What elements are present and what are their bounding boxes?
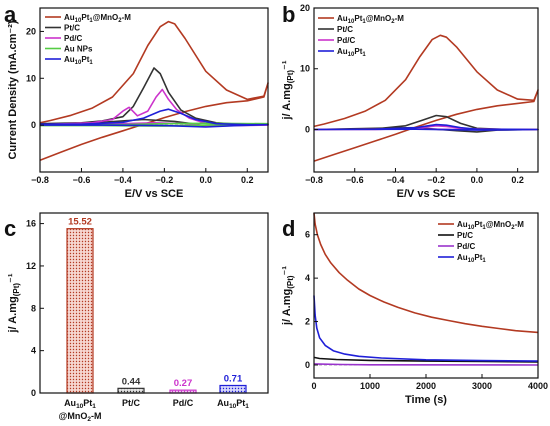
x-tick-label: −0.4 bbox=[387, 175, 405, 185]
x-tick-label: 3000 bbox=[472, 381, 492, 391]
category-label: Pd/C bbox=[173, 398, 194, 408]
bar bbox=[66, 228, 94, 394]
y-tick-label: 10 bbox=[26, 73, 36, 83]
panel-letter: d bbox=[282, 216, 295, 241]
bar-value-label: 0.44 bbox=[122, 376, 141, 387]
plot-frame bbox=[39, 212, 269, 394]
panel-b: −0.8 −0.6 −0.4 −0.2 0.0 0.2 0 10 20 E/V vs SCE j/ … bbox=[281, 2, 539, 200]
x-tick-label: −0.8 bbox=[31, 175, 49, 185]
panel-c: 15.52Au10Pt1@MnO2-M0.44Pt/C0.27Pd/C0.71A… bbox=[4, 212, 269, 423]
y-tick-label: 0 bbox=[305, 124, 310, 134]
y-tick-label: 12 bbox=[26, 261, 36, 271]
panel-d: 0 1000 2000 3000 4000 0 2 4 6 Time (s) j/ A.mg(Pt)… bbox=[281, 212, 548, 406]
y-axis-label: j/ A.mg(Pt)⁻¹ bbox=[281, 266, 295, 326]
bar-value-label: 0.71 bbox=[224, 373, 243, 384]
series-line-2 bbox=[39, 88, 269, 127]
bar bbox=[117, 387, 145, 394]
legend-label: Pt/C bbox=[337, 25, 353, 34]
legend-label: Pd/C bbox=[457, 242, 475, 251]
legend-label: Pd/C bbox=[64, 34, 82, 43]
x-tick-label: 0.2 bbox=[241, 175, 254, 185]
legend-label: Au10Pt1 bbox=[337, 47, 366, 58]
series-line-0 bbox=[39, 20, 269, 162]
x-tick-label: −0.4 bbox=[114, 175, 132, 185]
y-axis-label: Current Density (mA.cm⁻²) bbox=[7, 20, 19, 159]
y-tick-label: 8 bbox=[31, 303, 36, 313]
legend-label: Au10Pt1@MnO2-M bbox=[337, 14, 404, 25]
x-tick-label: 4000 bbox=[528, 381, 548, 391]
category-label: Au10Pt1 bbox=[64, 398, 96, 410]
y-tick-label: 2 bbox=[305, 317, 310, 327]
x-axis-label: E/V vs SCE bbox=[125, 188, 184, 200]
category-label: Pt/C bbox=[122, 398, 141, 408]
series-line-3 bbox=[313, 295, 539, 362]
series-line-0 bbox=[313, 34, 539, 162]
series-line-3 bbox=[313, 123, 539, 131]
x-tick-label: 0.0 bbox=[200, 175, 213, 185]
x-tick-label: 0 bbox=[311, 381, 316, 391]
y-tick-label: 0 bbox=[31, 120, 36, 130]
legend-label: Pt/C bbox=[457, 231, 473, 240]
x-tick-label: 1000 bbox=[360, 381, 380, 391]
plot-frame bbox=[313, 212, 539, 379]
panel-letter: c bbox=[4, 216, 16, 241]
x-axis-label: Time (s) bbox=[405, 394, 447, 406]
y-tick-label: 4 bbox=[31, 346, 36, 356]
x-tick-label: −0.6 bbox=[346, 175, 364, 185]
x-tick-label: −0.6 bbox=[73, 175, 91, 185]
category-label-line2: @MnO2-M bbox=[59, 411, 102, 423]
y-tick-label: 20 bbox=[300, 3, 310, 13]
x-axis-label: E/V vs SCE bbox=[397, 188, 456, 200]
legend-label: Au10Pt1 bbox=[64, 55, 93, 66]
series-line-4 bbox=[40, 108, 269, 128]
plot-frame bbox=[39, 7, 269, 173]
panel-letter: a bbox=[4, 2, 17, 27]
category-label: Au10Pt1 bbox=[217, 398, 249, 410]
series-line-1 bbox=[39, 67, 269, 128]
x-tick-label: 0.0 bbox=[471, 175, 484, 185]
y-tick-label: 20 bbox=[26, 26, 36, 36]
y-axis-label: j/ A.mg(Pt)⁻¹ bbox=[281, 60, 295, 120]
y-axis-label: j/ A.mg(Pt)⁻¹ bbox=[7, 273, 21, 333]
y-tick-label: 0 bbox=[31, 388, 36, 398]
y-tick-label: 0 bbox=[305, 360, 310, 370]
plot-frame bbox=[313, 7, 539, 173]
y-tick-label: 10 bbox=[300, 64, 310, 74]
x-tick-label: −0.2 bbox=[155, 175, 173, 185]
legend-label: Au NPs bbox=[64, 45, 93, 54]
x-tick-label: −0.2 bbox=[427, 175, 445, 185]
legend-label: Au10Pt1@MnO2-M bbox=[457, 220, 524, 231]
series-line-0 bbox=[313, 212, 539, 334]
x-tick-label: −0.8 bbox=[305, 175, 323, 185]
x-tick-label: 2000 bbox=[416, 381, 436, 391]
legend-label: Pt/C bbox=[64, 24, 80, 33]
bar-value-label: 0.27 bbox=[174, 378, 193, 389]
y-tick-label: 4 bbox=[305, 273, 310, 283]
series-line-1 bbox=[313, 356, 539, 363]
y-tick-label: 16 bbox=[26, 219, 36, 229]
x-tick-label: 0.2 bbox=[511, 175, 524, 185]
legend-label: Pd/C bbox=[337, 36, 355, 45]
panel-a: −0.8 −0.6 −0.4 −0.2 0.0 0.2 0 10 20 E/V vs SCE Cur… bbox=[4, 2, 269, 200]
legend-label: Au10Pt1@MnO2-M bbox=[64, 13, 131, 24]
legend-label: Au10Pt1 bbox=[457, 253, 486, 264]
panel-letter: b bbox=[282, 2, 295, 27]
series-line-2 bbox=[313, 363, 539, 366]
y-tick-label: 6 bbox=[305, 230, 310, 240]
bar bbox=[219, 384, 247, 394]
bar-value-label: 15.52 bbox=[68, 217, 92, 228]
